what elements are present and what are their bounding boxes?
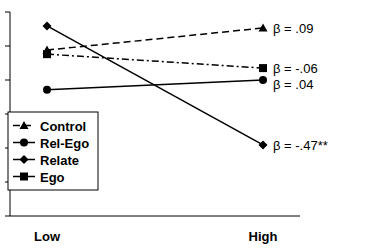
annotation: β = -.06 bbox=[273, 61, 318, 76]
x-tick-label: High bbox=[249, 229, 278, 244]
y-tick bbox=[5, 12, 10, 13]
y-tick bbox=[5, 216, 10, 217]
legend-marker bbox=[20, 155, 29, 164]
chart: Low High β = .09 β = -.06β = .04 β = -.47** C… bbox=[0, 0, 382, 252]
legend: Control Rel-Ego Relate Ego bbox=[8, 112, 98, 190]
legend-label: Ego bbox=[40, 170, 65, 185]
legend-marker bbox=[20, 139, 28, 147]
legend-box bbox=[8, 112, 98, 190]
x-axis bbox=[10, 216, 300, 217]
series-line bbox=[47, 54, 263, 68]
point bbox=[43, 21, 52, 30]
annotation: β = .04 bbox=[273, 77, 313, 92]
point bbox=[259, 140, 268, 149]
point bbox=[259, 64, 267, 72]
y-tick bbox=[5, 46, 10, 47]
legend-label: Rel-Ego bbox=[40, 136, 89, 151]
legend-label: Control bbox=[40, 119, 86, 134]
annotation: β = -.47** bbox=[273, 138, 328, 153]
y-tick bbox=[5, 80, 10, 81]
point bbox=[43, 86, 51, 94]
legend-label: Relate bbox=[40, 153, 79, 168]
annotation: β = .09 bbox=[273, 21, 313, 36]
legend-marker bbox=[20, 173, 28, 181]
legend-marker bbox=[20, 121, 29, 129]
point bbox=[259, 23, 268, 31]
series-line bbox=[47, 28, 263, 50]
point bbox=[259, 76, 267, 84]
point bbox=[43, 50, 51, 58]
x-tick-label: Low bbox=[34, 229, 61, 244]
